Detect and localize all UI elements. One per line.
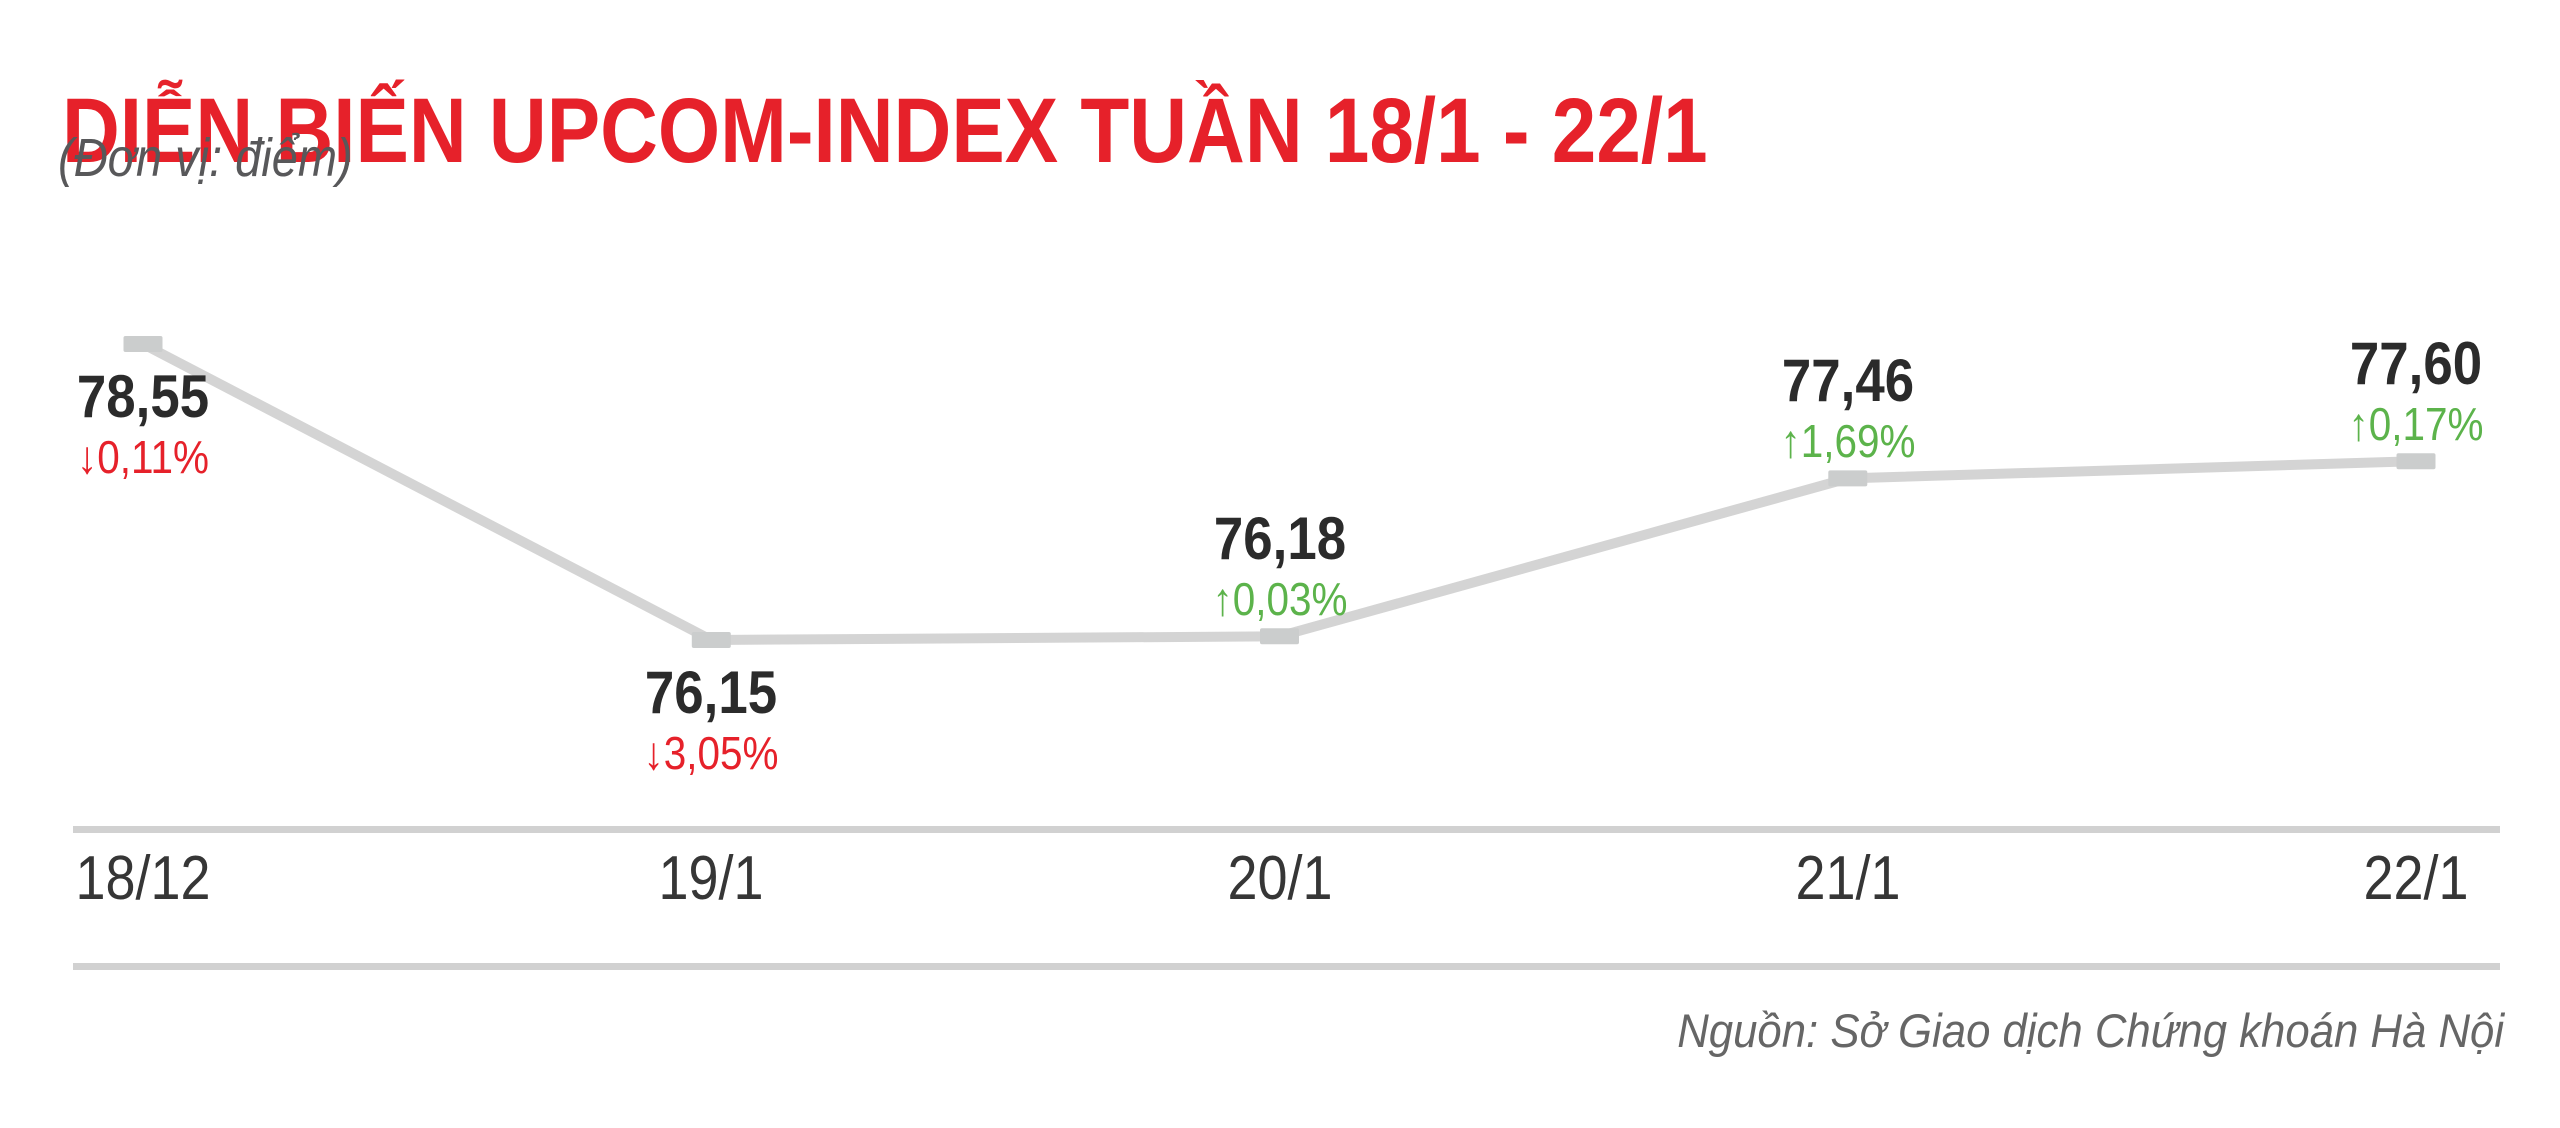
data-point-marker	[1828, 470, 1868, 487]
point-label-group: 77,46 ↑1,69%	[1771, 347, 1924, 468]
point-value: 76,15	[645, 659, 778, 726]
x-axis-line	[73, 826, 2500, 833]
x-axis-label: 21/1	[1795, 844, 1901, 913]
source-credit: Nguồn: Sở Giao dịch Chứng khoán Hà Nội	[1677, 1004, 2504, 1057]
x-axis-label: 22/1	[2363, 844, 2469, 913]
x-axis-label: 19/1	[658, 844, 764, 913]
point-value: 78,55	[76, 363, 210, 430]
point-change: ↓3,05%	[643, 727, 779, 779]
unit-note-text: (Đơn vị: điểm)	[58, 128, 353, 188]
data-point-marker	[691, 632, 731, 648]
data-point-marker	[2396, 453, 2436, 470]
point-label-group: 76,18 ↑0,03%	[1203, 505, 1356, 626]
x-axis-label: 18/12	[75, 844, 211, 913]
point-change: ↑1,69%	[1780, 415, 1916, 468]
point-label-group: 76,15 ↓3,05%	[635, 659, 788, 779]
data-point-marker	[1260, 628, 1299, 645]
page-title: DIỄN BIẾN UPCOM-INDEX TUẦN 18/1 - 22/1	[62, 80, 1953, 182]
point-value: 76,18	[1213, 505, 1346, 573]
point-label-group: 77,60 ↑0,17%	[2339, 330, 2492, 451]
unit-note: (Đơn vị: điểm)	[58, 126, 397, 190]
point-value: 77,46	[1781, 347, 1914, 415]
point-change: ↑0,17%	[2348, 398, 2484, 451]
x-axis-label: 20/1	[1227, 844, 1332, 913]
point-label-group: 78,55 ↓0,11%	[68, 363, 218, 483]
page-title-text: DIỄN BIẾN UPCOM-INDEX TUẦN 18/1 - 22/1	[62, 79, 1708, 182]
data-point-marker	[123, 336, 163, 352]
footer-divider-line	[73, 963, 2500, 970]
point-change: ↓0,11%	[76, 431, 210, 483]
point-change: ↑0,03%	[1211, 573, 1348, 626]
point-value: 77,60	[2349, 330, 2483, 398]
